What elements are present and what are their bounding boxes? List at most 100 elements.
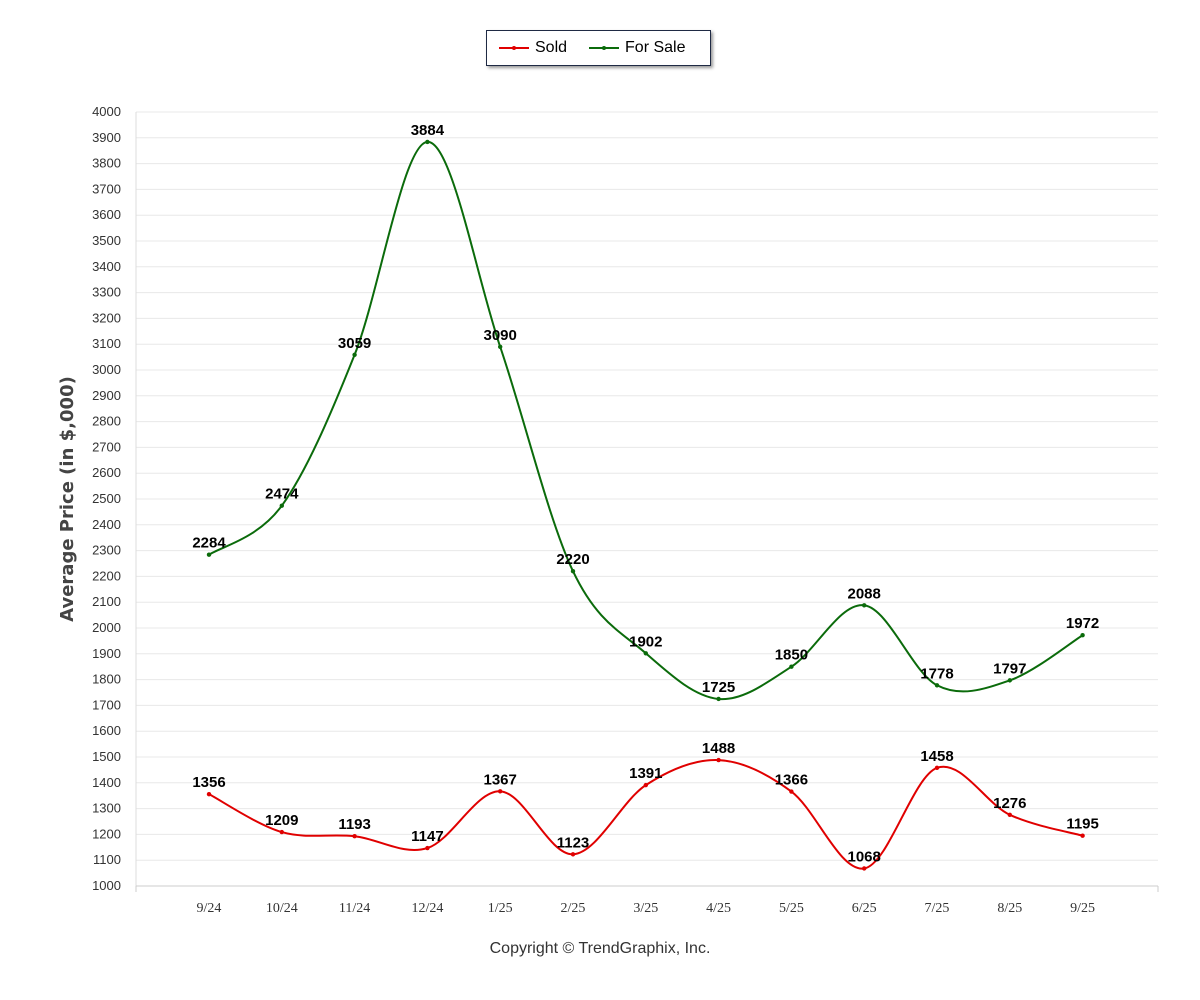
point-sold-2: [352, 834, 357, 839]
legend-item-for-sale[interactable]: For Sale: [589, 39, 686, 57]
data-label-for-sale-0: 2284: [192, 535, 226, 552]
x-tick-label-2-25: 2/25: [561, 901, 586, 916]
gridlines: [136, 111, 1158, 887]
y-tick-label-1300: 1300: [92, 801, 121, 816]
y-tick-label-2000: 2000: [92, 620, 121, 635]
x-tick-label-1-25: 1/25: [488, 901, 513, 916]
series-lines: [206, 139, 1085, 871]
data-label-for-sale-8: 1850: [775, 647, 808, 664]
y-tick-label-1600: 1600: [92, 723, 121, 738]
data-label-for-sale-1: 2474: [265, 486, 299, 503]
point-for-sale-5: [570, 569, 576, 574]
data-label-sold-3: 1147: [411, 828, 444, 845]
y-tick-label-2700: 2700: [92, 439, 121, 454]
data-label-sold-9: 1068: [848, 848, 881, 865]
x-tick-label-6-25: 6/25: [852, 901, 877, 916]
point-sold-5: [570, 852, 576, 857]
y-tick-label-3300: 3300: [92, 285, 121, 300]
data-label-sold-0: 1356: [192, 774, 225, 791]
point-sold-10: [934, 765, 940, 771]
legend-item-sold[interactable]: Sold: [499, 39, 567, 57]
y-tick-label-2500: 2500: [92, 491, 121, 506]
x-tick-label-7-25: 7/25: [925, 901, 950, 916]
data-label-for-sale-6: 1902: [629, 633, 662, 650]
x-tick-label-9-24: 9/24: [197, 901, 222, 916]
point-for-sale-11: [1007, 678, 1012, 683]
point-for-sale-10: [934, 683, 940, 688]
point-sold-12: [1080, 833, 1085, 838]
point-sold-6: [643, 782, 648, 788]
point-sold-0: [206, 791, 212, 797]
copyright-text: Copyright © TrendGraphix, Inc.: [489, 940, 711, 957]
data-label-for-sale-12: 1972: [1066, 615, 1099, 632]
y-tick-label-3700: 3700: [92, 181, 121, 196]
y-tick-label-2100: 2100: [92, 594, 121, 609]
data-label-for-sale-4: 3090: [484, 327, 517, 344]
data-label-sold-2: 1193: [338, 816, 371, 833]
point-sold-4: [498, 789, 503, 794]
point-sold-9: [862, 866, 867, 871]
y-tick-label-3600: 3600: [92, 207, 121, 222]
point-for-sale-12: [1080, 633, 1085, 638]
data-label-sold-12: 1195: [1066, 816, 1099, 833]
point-for-sale-6: [643, 651, 648, 656]
data-label-sold-10: 1458: [920, 748, 953, 765]
data-labels: 1356 1209 1193 1147 1367 1123 1391 1488 1366 1068…: [192, 122, 1099, 866]
y-tick-label-3400: 3400: [92, 259, 121, 274]
y-tick-label-3900: 3900: [92, 130, 121, 145]
data-label-for-sale-5: 2220: [556, 551, 589, 568]
data-label-sold-1: 1209: [265, 812, 298, 829]
y-tick-label-2400: 2400: [92, 517, 121, 532]
data-label-sold-6: 1391: [629, 765, 662, 782]
legend-label-sold: Sold: [535, 39, 568, 56]
x-tick-label-4-25: 4/25: [706, 901, 731, 916]
data-label-for-sale-11: 1797: [993, 660, 1026, 677]
data-label-for-sale-7: 1725: [702, 679, 735, 696]
y-tick-label-2300: 2300: [92, 543, 121, 558]
point-for-sale-1: [279, 503, 284, 508]
point-sold-11: [1007, 812, 1012, 817]
y-tick-label-1000: 1000: [92, 878, 121, 893]
y-tick-label-2600: 2600: [92, 465, 121, 480]
y-tick-label-1200: 1200: [92, 826, 121, 841]
x-tick-label-10-24: 10/24: [266, 901, 298, 916]
x-tick-label-3-25: 3/25: [633, 901, 658, 916]
y-tick-label-3000: 3000: [92, 362, 121, 377]
legend-swatch-for-sale: [589, 43, 620, 53]
data-label-sold-7: 1488: [702, 740, 735, 757]
point-sold-3: [425, 845, 430, 851]
point-for-sale-4: [498, 344, 503, 349]
y-tick-label-4000: 4000: [92, 104, 121, 119]
x-tick-label-12-24: 12/24: [411, 901, 443, 916]
y-tick-label-1400: 1400: [92, 775, 121, 790]
y-tick-label-2200: 2200: [92, 568, 121, 583]
point-for-sale-3: [425, 139, 430, 145]
chart-legend: Sold For Sale: [486, 30, 711, 66]
y-tick-label-1500: 1500: [92, 749, 121, 764]
y-tick-label-1700: 1700: [92, 697, 121, 712]
x-tick-label-5-25: 5/25: [779, 901, 804, 916]
data-label-for-sale-10: 1778: [920, 665, 953, 682]
point-sold-1: [279, 829, 284, 835]
y-tick-label-3800: 3800: [92, 156, 121, 171]
point-for-sale-2: [352, 352, 357, 357]
data-label-sold-5: 1123: [557, 834, 590, 851]
y-axis-title: Average Price (in $,000): [57, 376, 78, 622]
point-for-sale-9: [862, 603, 867, 608]
point-for-sale-7: [716, 696, 721, 702]
x-tick-label-8-25: 8/25: [997, 901, 1022, 916]
point-for-sale-0: [206, 552, 212, 557]
y-tick-label-1900: 1900: [92, 646, 121, 661]
point-sold-8: [789, 789, 794, 794]
series-line-for-sale: [208, 140, 1084, 701]
point-for-sale-8: [789, 664, 794, 669]
data-label-for-sale-9: 2088: [848, 585, 881, 602]
y-tick-label-3200: 3200: [92, 310, 121, 325]
axes: 1000 1100 1200 1300 1400 1500 1600 1700 1800 1900…: [57, 104, 1159, 916]
x-tick-label-9-25: 9/25: [1070, 901, 1095, 916]
data-label-for-sale-3: 3884: [411, 122, 445, 139]
data-label-sold-4: 1367: [484, 771, 517, 788]
x-tick-label-11-24: 11/24: [339, 901, 370, 916]
y-tick-label-1100: 1100: [93, 852, 121, 867]
